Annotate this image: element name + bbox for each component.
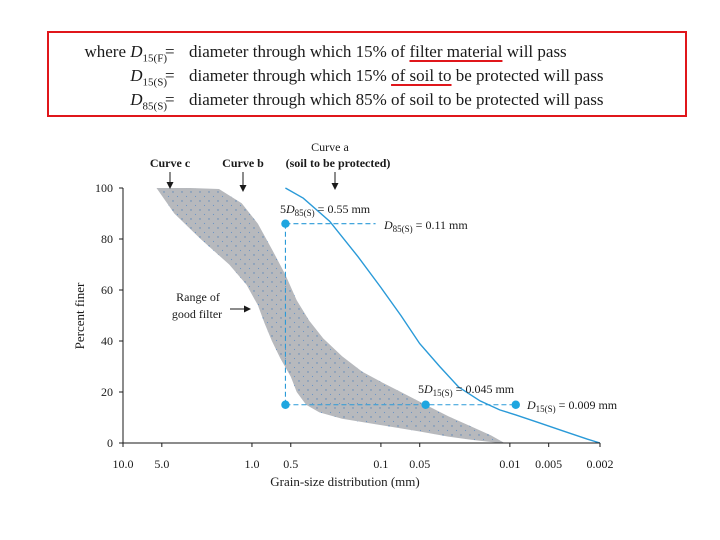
- annotation-subscript: 15(S): [433, 388, 453, 398]
- y-tick-label: 100: [95, 181, 113, 195]
- data-marker: [281, 219, 290, 228]
- annotation-symbol: D: [526, 398, 536, 412]
- x-tick-label: 0.5: [283, 457, 298, 471]
- annotation-value: = 0.55 mm: [315, 202, 371, 216]
- annotation-d85: D85(S) = 0.11 mm: [383, 218, 468, 234]
- x-tick-label: 0.005: [535, 457, 562, 471]
- data-marker: [421, 400, 430, 409]
- def-equals: =: [165, 90, 175, 109]
- annotation-symbol: D: [383, 218, 393, 232]
- guide-lines: [284, 223, 516, 406]
- y-tick-label: 40: [101, 334, 113, 348]
- def-symbol: D: [130, 42, 143, 61]
- def-text: diameter through which 85% of soil to be…: [189, 90, 604, 109]
- def-symbol: D: [130, 90, 143, 109]
- annotation-prefix: 5: [418, 382, 424, 396]
- annotation-prefix: 5: [280, 202, 286, 216]
- x-tick-label: 5.0: [154, 457, 169, 471]
- x-axis-label: Grain-size distribution (mm): [270, 474, 419, 489]
- annotation-symbol: D: [285, 202, 295, 216]
- curve-a-line: [285, 187, 601, 444]
- x-tick-label: 10.0: [113, 457, 134, 471]
- annotation-value: = 0.11 mm: [413, 218, 469, 232]
- annotation-value: = 0.009 mm: [556, 398, 618, 412]
- def-underlined-text: filter material: [409, 42, 503, 61]
- data-marker: [511, 400, 520, 409]
- def-text: be protected will pass: [451, 66, 604, 85]
- band-label-line2: good filter: [172, 307, 222, 321]
- data-markers: [281, 219, 520, 409]
- annotation-5d85: 5D85(S) = 0.55 mm: [280, 202, 371, 218]
- x-tick-label: 1.0: [244, 457, 259, 471]
- x-tick-label: 0.01: [499, 457, 520, 471]
- x-tick-label: 0.05: [409, 457, 430, 471]
- def-subscript: 85(S): [142, 100, 167, 113]
- annotation-subscript: 15(S): [536, 404, 556, 414]
- where-label: where: [84, 42, 127, 61]
- annotation-d15: D15(S) = 0.009 mm: [526, 398, 618, 414]
- def-underlined-text: of soil to: [391, 66, 452, 85]
- def-subscript: 15(F): [142, 52, 167, 65]
- y-tick-label: 0: [107, 436, 113, 450]
- annotation-subscript: 85(S): [393, 224, 413, 234]
- y-axis-ticks: 0 20 40 60 80 100: [95, 181, 123, 450]
- y-tick-label: 20: [101, 385, 113, 399]
- x-tick-label: 0.002: [587, 457, 614, 471]
- x-tick-label: 0.1: [373, 457, 388, 471]
- def-text: diameter through which 15%: [189, 66, 392, 85]
- def-text: will pass: [502, 42, 567, 61]
- annotation-value: = 0.045 mm: [453, 382, 515, 396]
- good-filter-range-texture: [156, 188, 505, 443]
- definitions-box: where D15(F) = diameter through which 15…: [47, 31, 687, 117]
- curve-b-label: Curve b: [222, 156, 264, 170]
- annotation-subscript: 85(S): [295, 208, 315, 218]
- def-equals: =: [165, 66, 175, 85]
- curve-c-label: Curve c: [150, 156, 191, 170]
- annotation-symbol: D: [423, 382, 433, 396]
- curve-a-sublabel: (soil to be protected): [286, 156, 391, 170]
- curve-a-label: Curve a: [311, 140, 349, 154]
- y-tick-label: 60: [101, 283, 113, 297]
- band-label-line1: Range of: [176, 290, 220, 304]
- y-axis-label: Percent finer: [72, 282, 87, 349]
- annotation-5d15: 5D15(S) = 0.045 mm: [418, 382, 515, 398]
- def-subscript: 15(S): [142, 76, 167, 89]
- def-text: diameter through which 15% of: [189, 42, 410, 61]
- y-tick-label: 80: [101, 232, 113, 246]
- x-axis-ticks: 10.0 5.0 1.0 0.5 0.1 0.05 0.01 0.005 0.002: [113, 443, 614, 471]
- def-symbol: D: [130, 66, 143, 85]
- data-marker: [281, 400, 290, 409]
- def-equals: =: [165, 42, 175, 61]
